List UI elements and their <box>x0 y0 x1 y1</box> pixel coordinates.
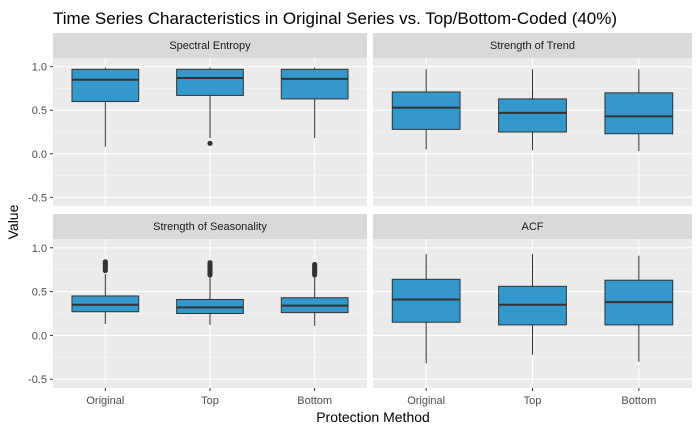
facet-strip <box>373 33 692 58</box>
box <box>71 68 140 103</box>
x-tick-label: Top <box>201 395 219 407</box>
boxplot <box>391 253 461 364</box>
y-tick-label: 1.0 <box>32 243 47 255</box>
facet-panel: Strength of Trend <box>373 33 692 206</box>
outlier-point <box>207 140 213 146</box>
boxplot <box>498 69 567 151</box>
boxplot <box>280 261 349 326</box>
y-tick-label: 0.5 <box>32 287 47 299</box>
y-tick-label: -0.5 <box>28 374 47 386</box>
outlier-point <box>207 260 213 266</box>
facet-strip <box>373 214 692 239</box>
box <box>498 98 567 133</box>
facet-strip-label: Strength of Seasonality <box>153 221 267 233</box>
boxplot <box>604 255 674 362</box>
outlier-point <box>312 261 318 268</box>
boxplot <box>280 67 349 139</box>
x-axis-title: Protection Method <box>316 409 430 425</box>
box <box>280 68 349 100</box>
facet-strip <box>53 214 367 239</box>
boxplot <box>71 67 140 147</box>
box <box>176 68 244 96</box>
box <box>391 91 461 130</box>
facet-strip-label: ACF <box>522 221 544 233</box>
outlier-point <box>102 259 108 265</box>
x-tick-label: Original <box>407 395 445 407</box>
y-axis-title: Value <box>5 204 21 239</box>
x-tick-label: Original <box>86 395 124 407</box>
y-tick-label: 0.0 <box>32 149 47 161</box>
facet-panel: Spectral Entropy -0.5 0.0 0.5 1.0 <box>28 33 367 206</box>
boxplot <box>604 69 674 152</box>
boxplot <box>391 69 461 150</box>
facet-strip-label: Spectral Entropy <box>169 40 251 52</box>
chart-title: Time Series Characteristics in Original … <box>53 9 617 28</box>
x-tick-label: Bottom <box>297 395 332 407</box>
box <box>604 92 674 135</box>
y-tick-label: 0.0 <box>32 330 47 342</box>
facet-strip <box>53 33 367 58</box>
boxplot <box>71 259 140 325</box>
box <box>391 278 461 323</box>
x-tick-label: Bottom <box>621 395 656 407</box>
x-tick-label: Top <box>524 395 542 407</box>
y-tick-label: 0.5 <box>32 105 47 117</box>
y-tick-label: -0.5 <box>28 192 47 204</box>
boxplot <box>498 253 567 355</box>
boxplot <box>176 260 244 325</box>
facet-panel: ACF Original Top Bottom <box>373 214 692 407</box>
facet-strip-label: Strength of Trend <box>490 40 575 52</box>
facet-panel: Strength of Seasonality -0.5 0.0 0.5 1.0 Orig… <box>28 214 367 407</box>
boxplot <box>176 67 244 146</box>
y-tick-label: 1.0 <box>32 62 47 74</box>
